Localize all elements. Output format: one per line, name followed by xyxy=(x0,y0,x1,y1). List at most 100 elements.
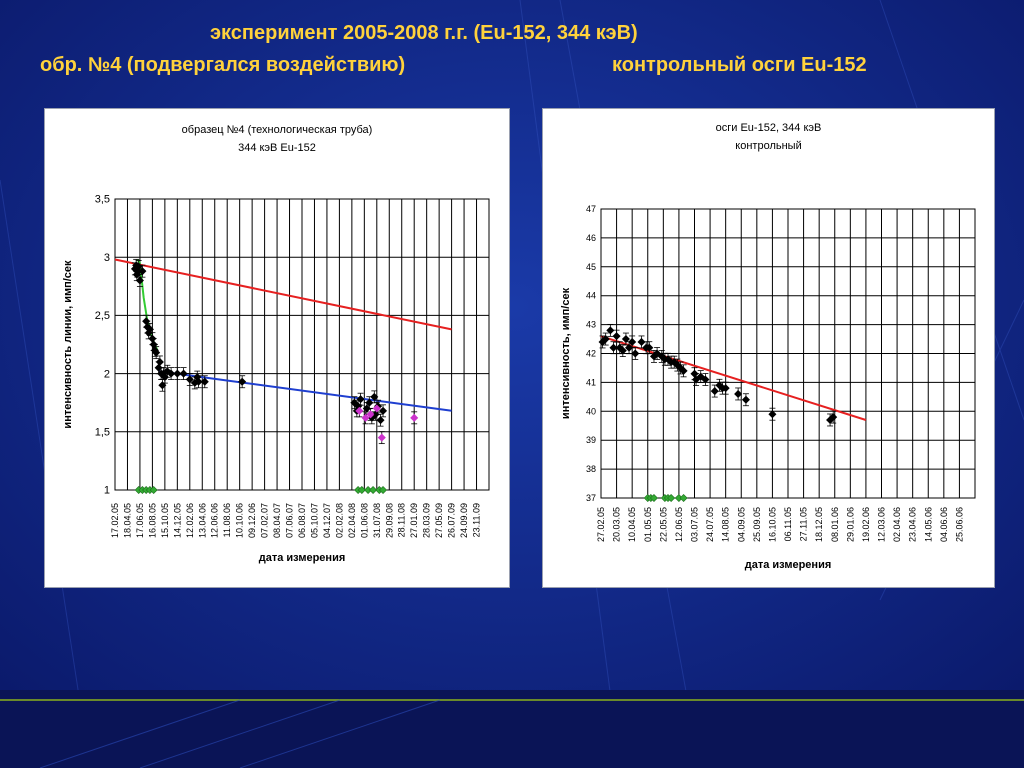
x-axis-label: дата измерения xyxy=(745,559,832,571)
x-tick-label: 02.04.08 xyxy=(347,503,357,538)
data-marker xyxy=(645,343,654,352)
data-point xyxy=(649,493,659,503)
data-point xyxy=(379,404,388,418)
trend-line xyxy=(114,258,452,331)
data-point xyxy=(645,341,654,355)
footer-band xyxy=(0,690,1024,768)
data-marker xyxy=(721,384,730,393)
x-tick-label: 15.10.05 xyxy=(160,503,170,538)
data-marker xyxy=(628,337,637,346)
data-marker xyxy=(152,348,161,357)
data-marker xyxy=(710,387,719,396)
x-tick-label: 12.06.06 xyxy=(210,503,220,538)
data-point xyxy=(194,375,203,389)
x-tick-label: 19.02.06 xyxy=(861,507,871,542)
x-tick-label: 20.03.05 xyxy=(612,507,622,542)
y-tick-label: 1,5 xyxy=(95,426,110,438)
y-tick-label: 40 xyxy=(586,406,596,416)
data-marker xyxy=(370,392,379,401)
data-marker xyxy=(132,270,141,279)
y-tick-label: 2,5 xyxy=(95,310,110,322)
data-point xyxy=(768,407,777,421)
data-marker xyxy=(155,357,164,366)
right-chart-panel: осги Eu-152, 344 кэВ контрольный 37 38 39 40 4… xyxy=(542,108,995,588)
x-tick-label: 27.01.09 xyxy=(409,503,419,538)
data-point xyxy=(410,411,419,425)
y-tick-label: 39 xyxy=(586,435,596,445)
data-point xyxy=(376,413,385,427)
data-marker xyxy=(625,343,634,352)
data-marker xyxy=(365,398,374,407)
slide-title: эксперимент 2005-2008 г.г. (Eu-152, 344 … xyxy=(210,22,638,44)
data-marker xyxy=(167,369,176,378)
data-marker xyxy=(357,485,366,495)
data-point xyxy=(625,341,634,355)
data-point xyxy=(377,431,386,445)
data-marker xyxy=(734,389,743,398)
data-marker xyxy=(369,485,378,495)
x-tick-label: 14.05.06 xyxy=(923,507,933,542)
data-point xyxy=(357,485,366,495)
x-tick-label: 10.10.06 xyxy=(235,503,245,538)
y-tick-label: 2 xyxy=(104,368,110,380)
data-marker xyxy=(356,395,365,404)
x-tick-label: 27.11.05 xyxy=(799,507,809,541)
x-tick-label: 23.11.09 xyxy=(472,503,482,537)
chart-title-line: осги Eu-152, 344 кэВ xyxy=(716,122,822,134)
data-point xyxy=(179,367,188,381)
data-point xyxy=(609,341,618,355)
data-point xyxy=(637,335,646,349)
x-tick-label: 18.12.05 xyxy=(814,507,824,542)
y-tick-label: 44 xyxy=(586,291,596,301)
x-tick-label: 05.10.07 xyxy=(309,503,319,538)
data-marker xyxy=(173,369,182,378)
data-marker xyxy=(618,346,627,355)
data-marker xyxy=(355,406,364,415)
data-marker xyxy=(361,413,370,422)
trend-line xyxy=(158,370,452,412)
x-tick-label: 16.08.05 xyxy=(147,503,157,538)
x-tick-label: 29.09.08 xyxy=(384,503,394,538)
data-point xyxy=(621,332,630,346)
data-marker xyxy=(379,485,388,495)
data-marker xyxy=(679,493,688,503)
chart-title-line: 344 кэВ Eu-152 xyxy=(238,142,316,154)
data-point xyxy=(601,332,610,346)
y-tick-label: 38 xyxy=(586,464,596,474)
data-point xyxy=(701,373,710,386)
data-marker xyxy=(410,413,419,422)
data-point xyxy=(741,393,750,407)
data-point xyxy=(379,485,388,495)
data-point xyxy=(173,367,182,381)
data-point xyxy=(372,402,381,415)
x-tick-label: 31.07.08 xyxy=(372,503,382,538)
data-point xyxy=(606,323,615,337)
chart-title-line: контрольный xyxy=(735,140,801,152)
data-marker xyxy=(372,404,381,413)
x-tick-label: 12.06.05 xyxy=(674,507,684,542)
data-marker xyxy=(653,349,662,358)
x-tick-label: 27.02.05 xyxy=(596,507,606,542)
data-point xyxy=(653,347,662,360)
x-tick-label: 13.04.06 xyxy=(197,503,207,538)
data-marker xyxy=(768,410,777,419)
data-point xyxy=(612,329,621,343)
data-point xyxy=(185,373,194,386)
x-tick-label: 18.04.05 xyxy=(122,503,132,538)
y-tick-label: 47 xyxy=(586,204,596,214)
sample4-chart: образец №4 (технологическая труба) 344 кэ… xyxy=(62,124,490,564)
data-point xyxy=(200,375,209,389)
x-tick-label: 24.07.05 xyxy=(705,507,715,542)
y-axis-label: интенсивность линии, имп/сек xyxy=(62,260,74,429)
x-tick-label: 25.09.05 xyxy=(752,507,762,542)
x-tick-label: 04.12.07 xyxy=(322,503,332,538)
x-tick-label: 08.04.07 xyxy=(272,503,282,538)
y-tick-label: 1 xyxy=(104,485,110,497)
data-marker xyxy=(631,349,640,358)
control-chart: осги Eu-152, 344 кэВ контрольный 37 38 39 40 4… xyxy=(560,122,976,571)
data-marker xyxy=(185,375,194,384)
data-point xyxy=(366,407,375,421)
x-tick-label: 14.08.05 xyxy=(721,507,731,542)
x-tick-label: 27.05.09 xyxy=(434,503,444,538)
x-tick-label: 07.02.07 xyxy=(260,503,270,538)
